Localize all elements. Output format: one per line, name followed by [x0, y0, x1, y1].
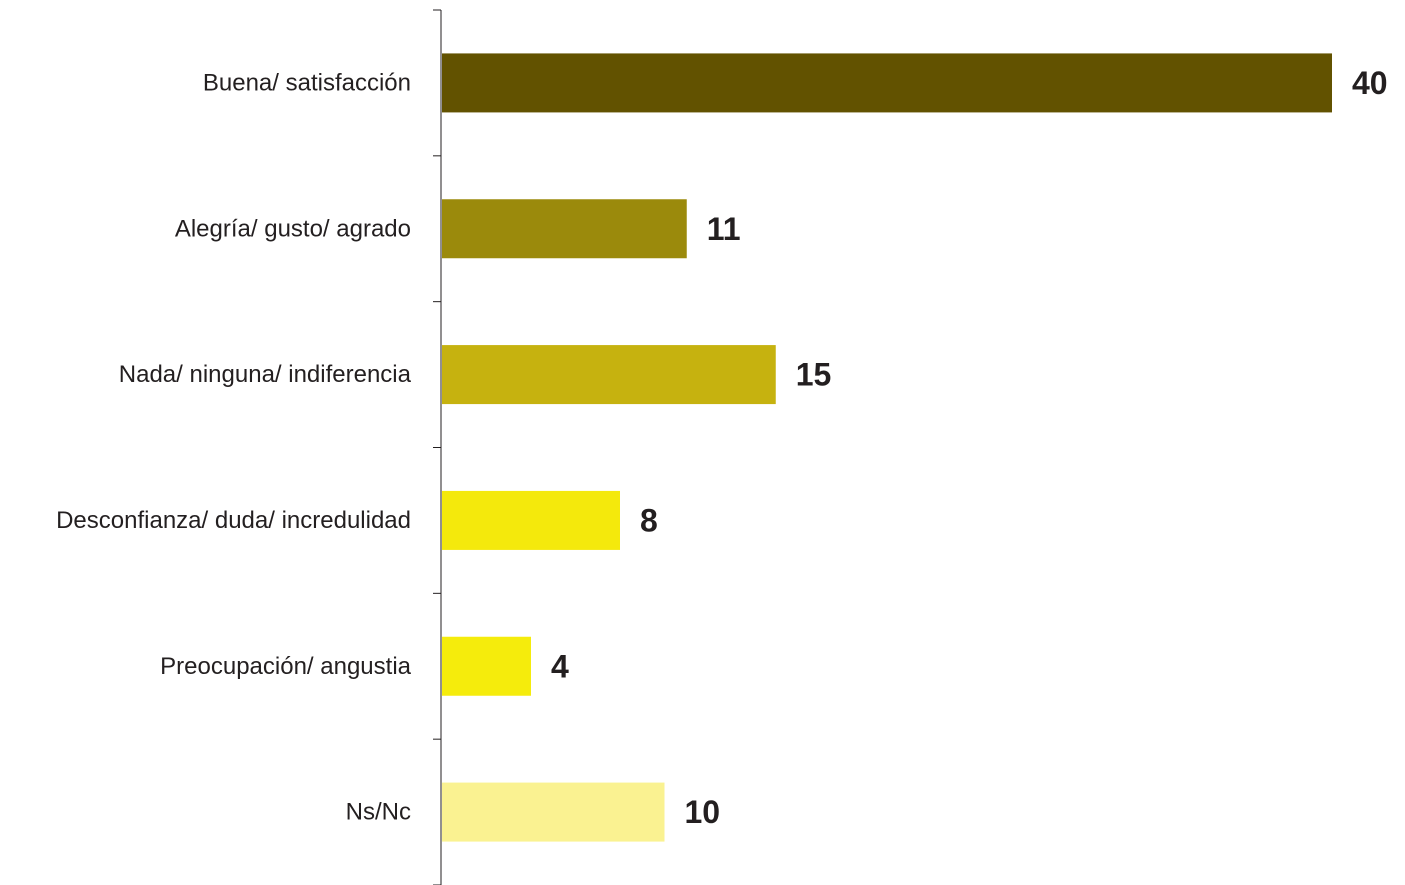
bars-group [442, 53, 1332, 842]
category-axis [433, 9, 442, 885]
category-label: Nada/ ninguna/ indiferencia [119, 361, 412, 388]
value-label: 11 [707, 211, 741, 247]
value-label: 4 [551, 648, 569, 684]
bar [442, 782, 665, 842]
category-label: Buena/ satisfacción [203, 69, 411, 96]
value-labels: 40 11 15 8 4 10 [551, 65, 1388, 830]
category-label: Preocupación/ angustia [160, 653, 411, 680]
bar [442, 199, 687, 259]
value-label: 40 [1352, 65, 1388, 101]
bar [442, 636, 531, 696]
value-label: 8 [640, 502, 658, 538]
bar [442, 53, 1332, 113]
category-label: Alegría/ gusto/ agrado [175, 215, 411, 242]
bar [442, 490, 620, 550]
category-labels: Buena/ satisfacción Alegría/ gusto/ agrad… [56, 69, 412, 825]
value-label: 15 [796, 357, 832, 393]
category-label: Ns/Nc [346, 799, 411, 826]
bar [442, 345, 776, 405]
category-label: Desconfianza/ duda/ incredulidad [56, 507, 411, 534]
value-label: 10 [685, 794, 721, 830]
